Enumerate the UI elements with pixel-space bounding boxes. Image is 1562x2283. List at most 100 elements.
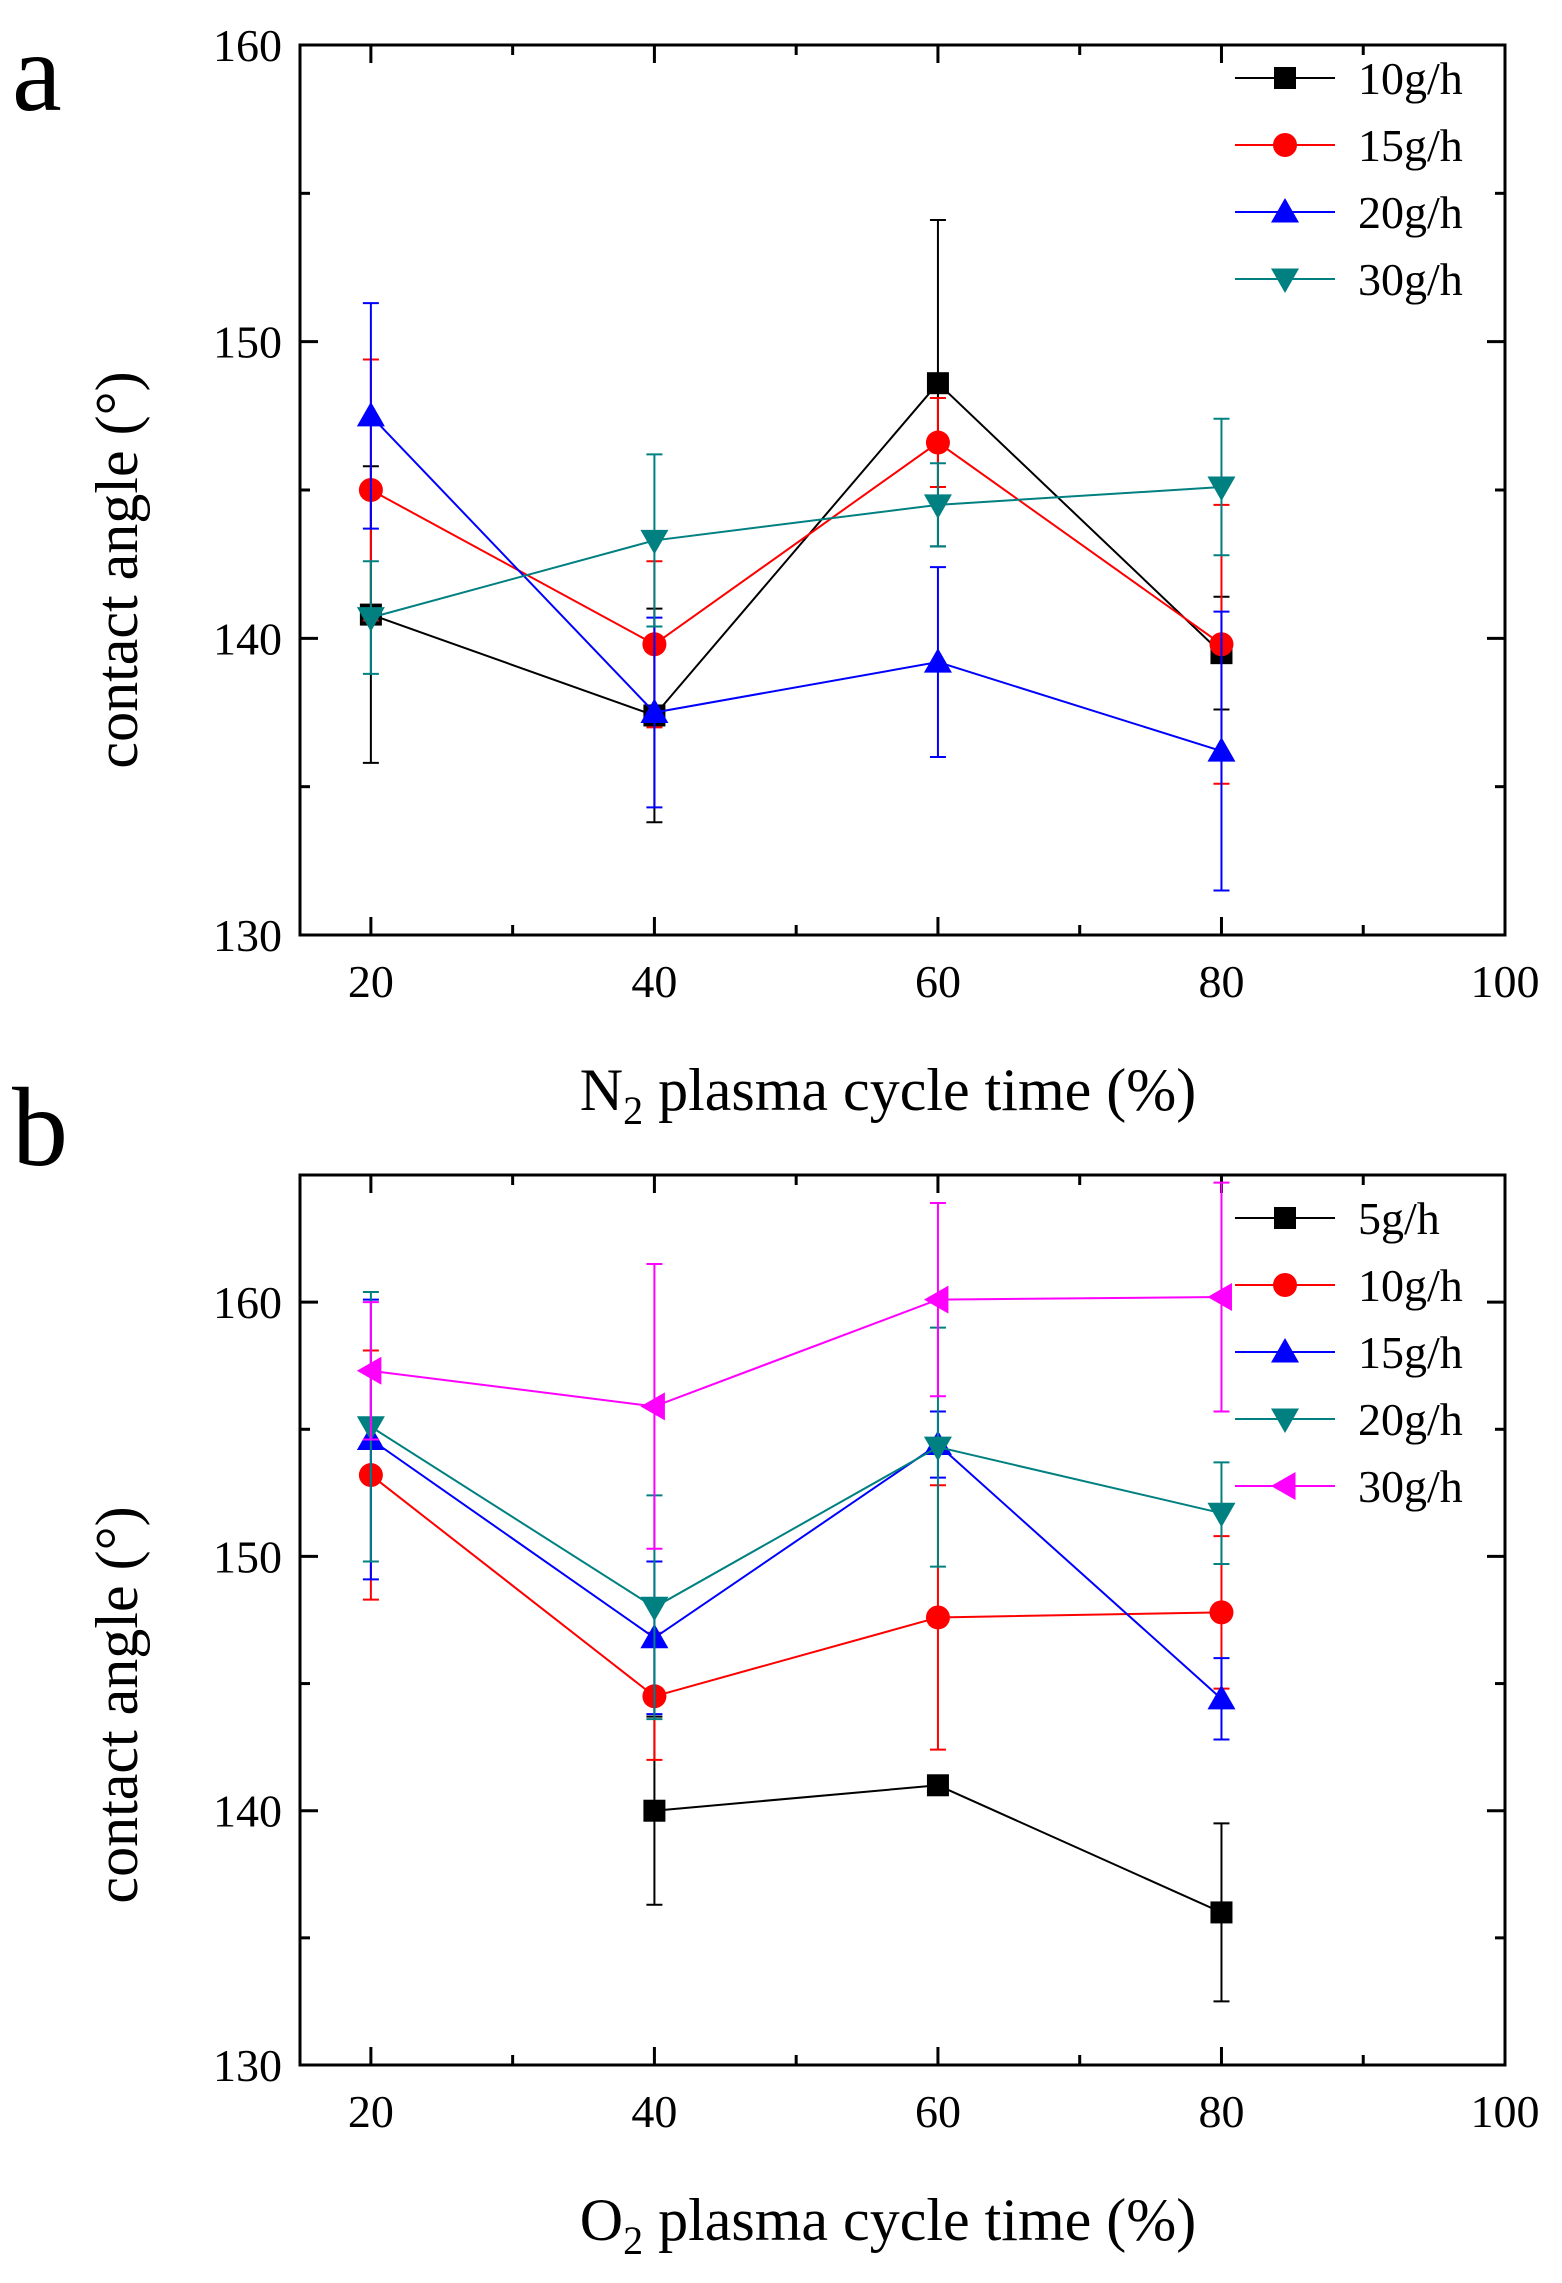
legend-entry: 15g/h bbox=[1235, 120, 1463, 171]
legend-entry: 15g/h bbox=[1235, 1327, 1463, 1378]
series-line bbox=[370, 1296, 1222, 1408]
y-axis-label: contact angle (°) bbox=[84, 371, 150, 768]
data-point bbox=[1207, 737, 1236, 762]
data-point bbox=[923, 1285, 949, 1314]
y-tick-label: 140 bbox=[213, 1786, 282, 1837]
x-tick-label: 20 bbox=[348, 956, 394, 1007]
plot-area: 20 40 60 80 100 130 140 150 160 5g/h 10g/h 15g/h 20g… bbox=[213, 1173, 1540, 2137]
y-tick-label: 140 bbox=[213, 613, 282, 664]
data-point bbox=[926, 372, 949, 395]
data-point bbox=[1209, 1600, 1234, 1625]
data-point bbox=[640, 698, 669, 723]
series-line bbox=[370, 1474, 1222, 1698]
legend-entry: 10g/h bbox=[1235, 53, 1463, 104]
data-point bbox=[356, 401, 385, 427]
data-point bbox=[640, 1392, 665, 1421]
series-line bbox=[654, 1784, 1222, 1914]
data-point bbox=[356, 607, 385, 632]
series-15g/h bbox=[356, 1298, 1236, 1741]
series-line bbox=[370, 441, 1223, 646]
data-point bbox=[926, 1774, 949, 1797]
legend-marker bbox=[1271, 1472, 1296, 1500]
legend-marker bbox=[1271, 198, 1299, 223]
y-tick-label: 150 bbox=[213, 1531, 282, 1582]
y-tick-label: 130 bbox=[213, 2040, 282, 2091]
series-30g/h bbox=[356, 1181, 1232, 1550]
data-point bbox=[923, 648, 952, 673]
legend-label: 5g/h bbox=[1358, 1193, 1440, 1244]
legend-label: 10g/h bbox=[1358, 53, 1463, 104]
legend-entry: 30g/h bbox=[1235, 1461, 1463, 1512]
x-tick-label: 40 bbox=[631, 2086, 677, 2137]
x-axis-label-rest: plasma cycle time (%) bbox=[643, 1057, 1196, 1123]
legend-marker bbox=[1274, 1207, 1296, 1229]
x-axis-label: N2 plasma cycle time (%) bbox=[580, 1057, 1196, 1133]
x-tick-label: 60 bbox=[915, 2086, 961, 2137]
y-tick-label: 160 bbox=[213, 1277, 282, 1328]
data-point bbox=[923, 1436, 952, 1462]
y-tick-label: 130 bbox=[213, 910, 282, 961]
legend-entry: 10g/h bbox=[1235, 1260, 1463, 1311]
x-axis-label-main: O bbox=[580, 2187, 623, 2253]
data-point bbox=[923, 494, 952, 519]
data-point bbox=[1207, 1684, 1236, 1710]
x-axis-label-rest: plasma cycle time (%) bbox=[643, 2187, 1196, 2253]
plot-area: 20 40 60 80 100 130 140 150 160 10g/h 15g/h 20g/h 30… bbox=[213, 20, 1540, 1007]
data-point bbox=[925, 1605, 950, 1630]
plot-frame bbox=[298, 43, 1507, 937]
x-axis-label-subscript: 2 bbox=[623, 2218, 643, 2263]
legend-label: 20g/h bbox=[1358, 187, 1463, 238]
data-point bbox=[1207, 476, 1236, 502]
legend-label: 15g/h bbox=[1358, 1327, 1463, 1378]
series-30g/h bbox=[356, 417, 1236, 675]
legend-marker bbox=[1271, 1408, 1299, 1433]
legend-label: 30g/h bbox=[1358, 254, 1463, 305]
x-tick-label: 80 bbox=[1198, 2086, 1244, 2137]
legend-entry: 20g/h bbox=[1235, 1394, 1463, 1445]
panel-label: b bbox=[12, 1066, 68, 1190]
data-point bbox=[356, 1356, 382, 1385]
series-line bbox=[370, 1425, 1222, 1609]
x-tick-label: 60 bbox=[915, 956, 961, 1007]
series-20g/h bbox=[356, 302, 1236, 892]
legend-entry: 30g/h bbox=[1235, 254, 1463, 305]
series-10g/h bbox=[358, 1349, 1234, 1761]
plot-frame bbox=[298, 1173, 1507, 2067]
data-point bbox=[640, 1596, 669, 1622]
legend-marker bbox=[1273, 1273, 1297, 1297]
legend-label: 30g/h bbox=[1358, 1461, 1463, 1512]
chart-panel-b: b 20 40 60 80 1001301401501605g/h10g/h15g/h2… bbox=[12, 1066, 1540, 2263]
series-20g/h bbox=[356, 1290, 1236, 1721]
x-axis-label-subscript: 2 bbox=[623, 1088, 643, 1133]
data-point bbox=[640, 529, 669, 555]
data-point bbox=[1207, 1502, 1236, 1528]
legend-marker bbox=[1273, 133, 1297, 157]
legend-marker bbox=[1274, 67, 1296, 89]
x-axis-label-main: N bbox=[580, 1057, 623, 1123]
data-point bbox=[1210, 1901, 1233, 1924]
data-point bbox=[643, 1799, 666, 1822]
series-15g/h bbox=[358, 358, 1234, 785]
legend-marker bbox=[1271, 1338, 1299, 1363]
x-tick-label: 20 bbox=[348, 2086, 394, 2137]
legend-entry: 20g/h bbox=[1235, 187, 1463, 238]
data-point bbox=[925, 430, 950, 455]
legend-marker bbox=[1271, 268, 1299, 293]
x-tick-label: 100 bbox=[1471, 2086, 1540, 2137]
y-tick-label: 160 bbox=[213, 20, 282, 71]
legend-label: 15g/h bbox=[1358, 120, 1463, 171]
series-5g/h bbox=[643, 1715, 1233, 2003]
legend-label: 20g/h bbox=[1358, 1394, 1463, 1445]
panel-label: a bbox=[12, 11, 62, 135]
data-point bbox=[1207, 1283, 1232, 1312]
y-axis-label: contact angle (°) bbox=[84, 1506, 150, 1903]
x-axis-label: O2 plasma cycle time (%) bbox=[580, 2187, 1196, 2263]
x-tick-label: 80 bbox=[1198, 956, 1244, 1007]
series-10g/h bbox=[359, 219, 1233, 824]
series-line bbox=[370, 1438, 1223, 1700]
series-line bbox=[370, 486, 1222, 619]
y-tick-label: 150 bbox=[213, 317, 282, 368]
x-tick-label: 40 bbox=[631, 956, 677, 1007]
series-line bbox=[370, 381, 1223, 717]
